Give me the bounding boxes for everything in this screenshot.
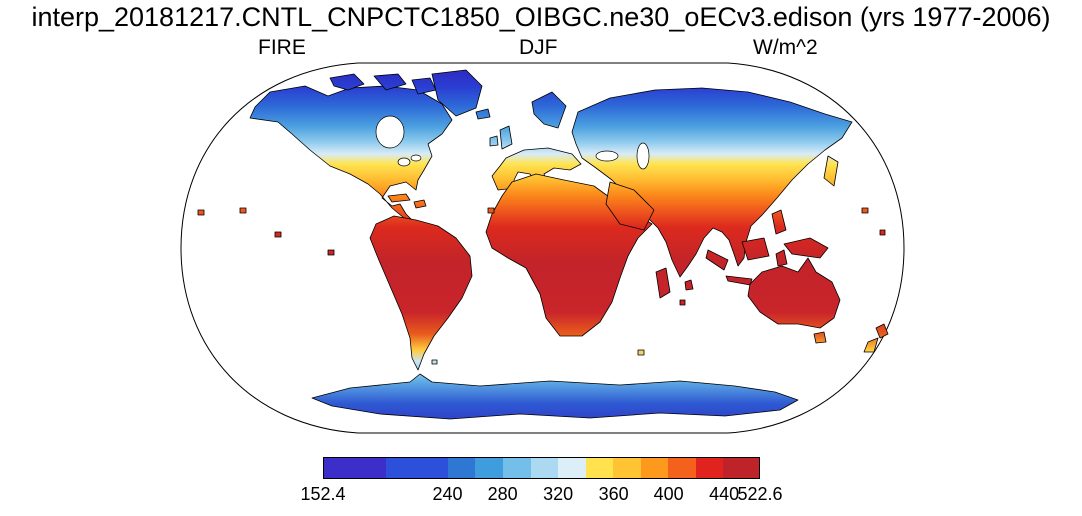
colorbar-segment bbox=[613, 458, 641, 478]
colorbar-tick-label: 400 bbox=[653, 484, 684, 504]
colorbar-tick-label: 320 bbox=[543, 484, 574, 504]
season-label: DJF bbox=[519, 36, 558, 59]
cuba bbox=[387, 193, 411, 203]
arabian-peninsula bbox=[605, 181, 655, 231]
sumatra bbox=[705, 249, 729, 271]
ireland bbox=[489, 135, 499, 147]
colorbar-segment bbox=[385, 458, 448, 478]
colorbar-tick-label: 152.4 bbox=[300, 484, 346, 504]
caspian-sea bbox=[636, 142, 650, 170]
colorbar-segment bbox=[640, 458, 669, 478]
colorbar-segment bbox=[695, 458, 724, 478]
colorbar-segment bbox=[558, 458, 586, 478]
continent-antarctica bbox=[311, 373, 799, 420]
colorbar-segment bbox=[502, 458, 531, 478]
scandinavia bbox=[531, 91, 567, 129]
colorbar-segment bbox=[447, 458, 476, 478]
continent-south-america bbox=[369, 215, 473, 371]
hispaniola bbox=[413, 199, 427, 209]
borneo bbox=[741, 237, 770, 261]
madagascar bbox=[655, 267, 671, 299]
island-cell bbox=[327, 249, 335, 256]
variable-label: FIRE bbox=[258, 36, 306, 59]
continent-australia bbox=[747, 257, 841, 329]
japan bbox=[823, 155, 839, 187]
colorbar-tick-label: 440 bbox=[709, 484, 740, 504]
colorbar-tick-label: 240 bbox=[432, 484, 463, 504]
colorbar bbox=[323, 457, 760, 479]
new-zealand bbox=[863, 337, 879, 353]
island-cell bbox=[239, 207, 247, 214]
colorbar-segment bbox=[324, 458, 386, 478]
sri-lanka bbox=[684, 279, 694, 291]
sulawesi bbox=[775, 249, 788, 267]
britain bbox=[499, 125, 513, 150]
greenland bbox=[431, 69, 483, 117]
new-zealand bbox=[875, 323, 889, 339]
great-lakes bbox=[410, 154, 422, 162]
colorbar-segment bbox=[668, 458, 696, 478]
new-guinea bbox=[783, 237, 829, 259]
inland-water bbox=[375, 115, 650, 170]
colorbar-tick-label: 280 bbox=[487, 484, 518, 504]
philippines bbox=[771, 209, 787, 235]
island-cell bbox=[431, 359, 438, 365]
arctic-island bbox=[373, 73, 407, 91]
hudson-bay bbox=[375, 115, 405, 149]
iceland bbox=[475, 108, 491, 120]
island-cell bbox=[879, 229, 886, 236]
island-cell bbox=[861, 207, 869, 214]
units-label: W/m^2 bbox=[753, 36, 818, 59]
island-cell bbox=[637, 349, 645, 356]
colorbar-segment bbox=[475, 458, 503, 478]
world-map-figure bbox=[180, 62, 905, 434]
colorbar-segment bbox=[723, 458, 760, 478]
island-cell bbox=[274, 231, 282, 238]
great-lakes bbox=[397, 157, 411, 167]
world-map bbox=[180, 62, 905, 434]
colorbar-ticks: 152.4 240 280 320 360 400 440 522.6 bbox=[300, 484, 782, 508]
colorbar-segment bbox=[530, 458, 559, 478]
island-cell bbox=[487, 207, 495, 214]
colorbar-tick-label: 360 bbox=[598, 484, 629, 504]
island-cell bbox=[679, 299, 686, 306]
arctic-island bbox=[329, 73, 365, 91]
colorbar-tick-label: 522.6 bbox=[737, 484, 783, 504]
black-sea bbox=[595, 150, 619, 162]
plot-title: interp_20181217.CNTL_CNPCTC1850_OIBGC.ne… bbox=[31, 2, 1051, 32]
tasmania bbox=[813, 331, 827, 344]
colorbar-segment bbox=[585, 458, 614, 478]
island-cell bbox=[197, 209, 205, 216]
